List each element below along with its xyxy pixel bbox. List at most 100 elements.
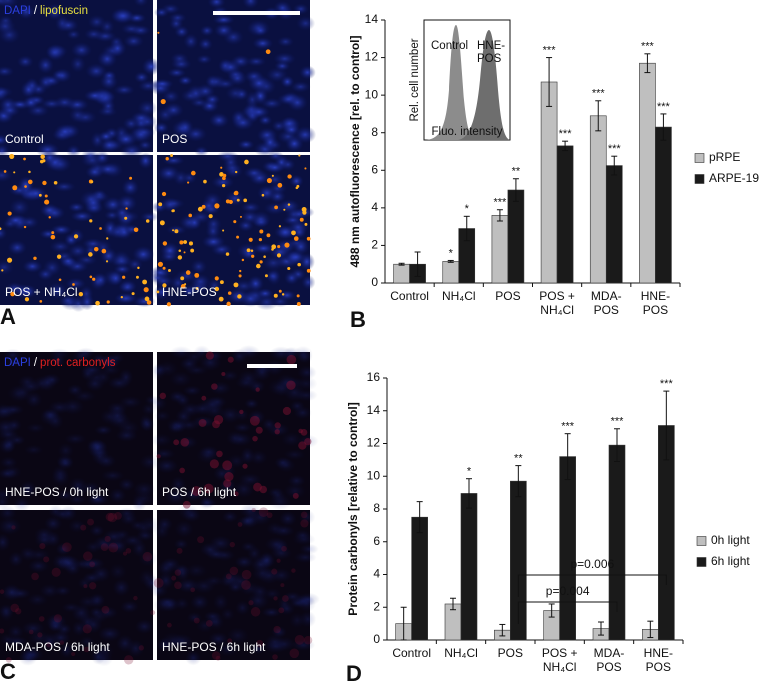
nucleus xyxy=(0,517,22,535)
nucleus xyxy=(280,431,303,447)
nucleus xyxy=(212,593,229,611)
granule xyxy=(39,299,43,303)
nucleus xyxy=(97,626,122,642)
nucleus xyxy=(6,418,22,432)
scale-bar xyxy=(213,11,300,15)
carbonyl-signal xyxy=(80,524,87,531)
granule xyxy=(184,283,187,286)
granule xyxy=(42,180,47,186)
nucleus xyxy=(299,610,317,628)
granule xyxy=(297,262,301,267)
nucleus xyxy=(0,134,9,146)
granule xyxy=(106,237,109,240)
granule xyxy=(220,166,223,169)
nucleus xyxy=(118,477,136,492)
nucleus xyxy=(65,277,87,290)
legend-swatch xyxy=(694,153,705,163)
y-tick-label: 4 xyxy=(373,567,380,581)
granule xyxy=(33,256,37,261)
granule xyxy=(233,190,239,196)
granule xyxy=(304,222,308,226)
carbonyl-signal xyxy=(125,548,132,554)
granule xyxy=(276,253,282,258)
micrograph-tile: POS xyxy=(149,0,317,157)
granule xyxy=(243,198,248,203)
nucleus xyxy=(160,251,179,263)
nucleus xyxy=(114,292,138,304)
caption: HNE-POS xyxy=(162,285,217,299)
carbonyl-signal xyxy=(224,471,234,482)
carbonyl-signal xyxy=(114,512,122,520)
caption: MDA-POS / 6h light xyxy=(5,640,110,654)
nucleus xyxy=(141,57,161,76)
nucleus xyxy=(40,98,64,110)
caption: POS + NH₄Cl xyxy=(5,285,78,299)
nucleus xyxy=(18,650,38,666)
nucleus xyxy=(137,152,154,170)
nucleus xyxy=(154,7,170,18)
granule xyxy=(188,213,193,218)
stain-legend: DAPI / prot. carbonyls xyxy=(4,357,116,369)
carbonyl-signal xyxy=(83,584,88,589)
granule xyxy=(218,296,224,302)
granule xyxy=(237,294,242,299)
carbonyl-signal xyxy=(203,483,214,494)
nucleus xyxy=(91,648,106,665)
nucleus xyxy=(78,558,97,571)
panel-label: B xyxy=(350,307,366,332)
carbonyl-signal xyxy=(150,610,156,616)
granule xyxy=(284,242,290,248)
carbonyl-signal xyxy=(197,536,205,544)
nucleus xyxy=(0,168,14,183)
nucleus xyxy=(77,576,92,590)
nucleus xyxy=(54,123,76,140)
nucleus xyxy=(267,150,284,162)
nucleus xyxy=(139,454,161,471)
nucleus xyxy=(167,67,187,78)
micrographs: Control POS POS + NH₄Cl HNE-POS HNE-POS / 0h… xyxy=(0,0,320,667)
nucleus xyxy=(189,97,209,108)
granule xyxy=(162,241,168,246)
legend-label: 0h light xyxy=(711,533,750,547)
nucleus xyxy=(83,243,99,258)
nucleus xyxy=(48,504,63,519)
nucleus xyxy=(37,56,55,74)
granule xyxy=(165,157,169,161)
nucleus xyxy=(213,23,234,38)
error-bar xyxy=(447,259,454,263)
carbonyl-signal xyxy=(273,625,281,634)
nucleus xyxy=(52,181,76,193)
inset-histogram xyxy=(424,25,510,140)
carbonyl-signal xyxy=(272,654,278,660)
nucleus xyxy=(246,56,267,67)
nucleus xyxy=(57,442,75,459)
granule xyxy=(274,205,279,210)
granule xyxy=(178,249,182,252)
granule xyxy=(251,254,255,258)
carbonyl-signal xyxy=(28,629,34,635)
nucleus xyxy=(244,398,259,409)
significance-label: *** xyxy=(561,421,575,433)
carbonyl-signal xyxy=(292,492,299,499)
granule xyxy=(190,248,195,253)
nucleus xyxy=(220,607,235,621)
nucleus xyxy=(293,125,317,144)
x-tick-label: HNE-POS xyxy=(640,289,671,317)
nucleus xyxy=(71,604,92,623)
x-tick-label: POS + NH₄Cl xyxy=(541,646,578,674)
nucleus xyxy=(252,37,274,50)
nucleus xyxy=(99,72,119,90)
nucleus xyxy=(0,18,16,35)
granule xyxy=(296,184,300,188)
carbonyl-signal xyxy=(10,603,20,613)
nucleus xyxy=(39,203,60,218)
nucleus xyxy=(0,604,14,622)
scale-bar xyxy=(247,364,297,368)
y-tick-label: 14 xyxy=(365,12,379,26)
nucleus xyxy=(7,240,28,256)
carbonyl-signal xyxy=(191,486,202,497)
nucleus xyxy=(154,284,170,301)
nucleus xyxy=(161,557,181,572)
nucleus xyxy=(112,578,131,597)
nucleus xyxy=(268,189,287,204)
